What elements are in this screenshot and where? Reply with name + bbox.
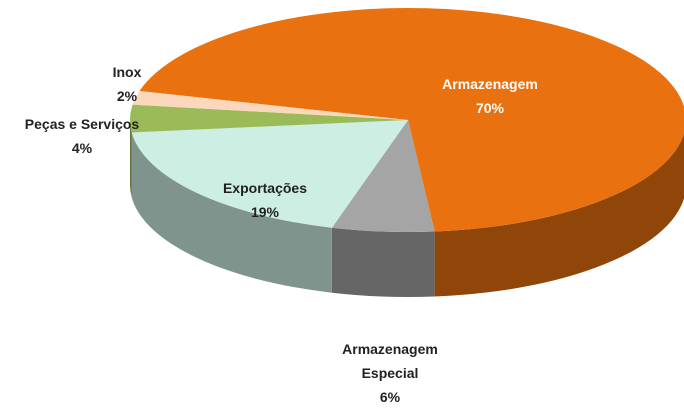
slice [139,8,684,232]
value-label: 2% [116,88,138,104]
slice-side [130,120,132,198]
slice [132,91,408,120]
slice-side [131,132,332,293]
slice [131,120,408,228]
data-label: Armazenagem 70% [410,72,570,120]
slice-side [434,133,684,297]
data-label: Armazenagem Especial 6% [330,337,450,409]
value-label: 6% [379,389,401,405]
slice-side [331,227,435,298]
slice [331,120,435,233]
category-label: Exportações [222,180,308,196]
data-label: Peças e Serviços 4% [0,112,167,160]
data-label: Exportações 19% [195,176,335,224]
category-label: Inox [112,64,142,80]
category-label: Peças e Serviços [24,116,140,132]
pie-sides [130,120,684,298]
pie-tops [130,8,684,233]
value-label: 4% [71,140,93,156]
data-label: Inox 2% [97,60,157,108]
value-label: 70% [475,100,505,116]
slice [130,104,409,133]
category-label: Armazenagem Especial [342,341,438,381]
value-label: 19% [250,204,280,220]
category-label: Armazenagem [442,76,538,92]
